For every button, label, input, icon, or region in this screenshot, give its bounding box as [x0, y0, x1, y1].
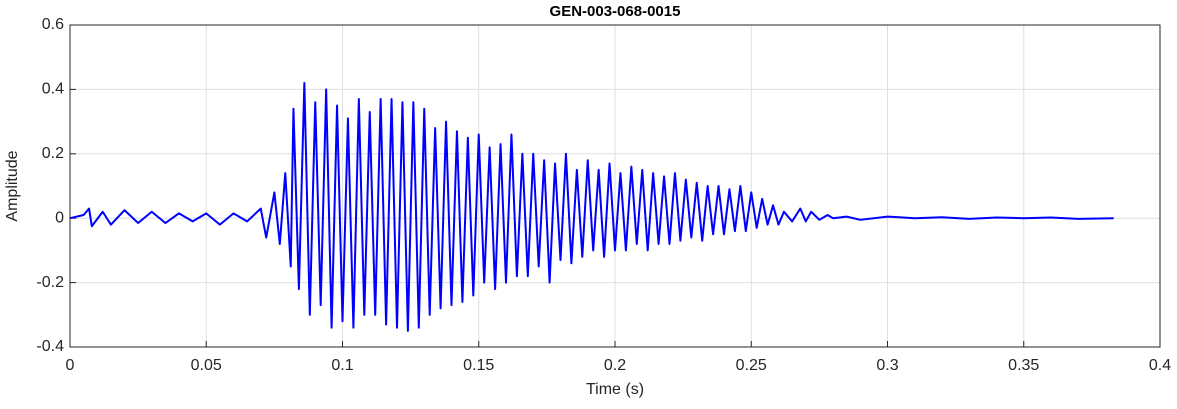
- chart-title: GEN-003-068-0015: [550, 3, 681, 20]
- x-tick-label: 0.25: [736, 357, 767, 374]
- y-tick-label: 0: [55, 209, 64, 226]
- x-tick-label: 0.2: [604, 357, 626, 374]
- x-tick-label: 0.05: [191, 357, 222, 374]
- x-tick-label: 0.1: [331, 357, 353, 374]
- y-axis-label: Amplitude: [4, 150, 21, 221]
- y-tick-label: -0.4: [36, 338, 64, 355]
- y-tick-label: 0.6: [42, 16, 64, 33]
- y-tick-label: 0.4: [42, 81, 64, 98]
- x-tick-label: 0.35: [1008, 357, 1039, 374]
- plot-frame: [69, 24, 1161, 348]
- x-tick-label: 0.4: [1149, 357, 1171, 374]
- x-axis-label: Time (s): [586, 381, 644, 398]
- x-tick-label: 0.3: [876, 357, 898, 374]
- x-tick-label: 0.15: [463, 357, 494, 374]
- x-tick-label: 0: [66, 357, 75, 374]
- waveform-line: [69, 81, 1114, 332]
- y-tick-label: -0.2: [36, 274, 64, 291]
- y-tick-label: 0.2: [42, 145, 64, 162]
